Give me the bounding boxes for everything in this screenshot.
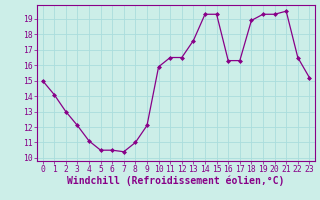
X-axis label: Windchill (Refroidissement éolien,°C): Windchill (Refroidissement éolien,°C)	[67, 176, 285, 186]
